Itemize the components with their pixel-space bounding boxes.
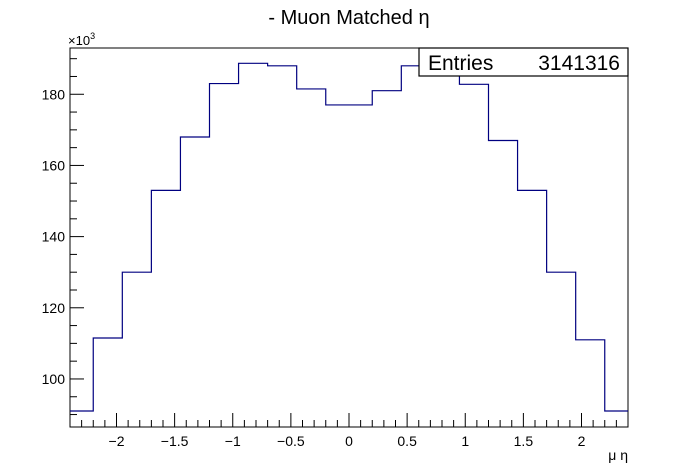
chart-title: - Muon Matched η bbox=[268, 7, 429, 29]
x-tick-label: 1.5 bbox=[514, 433, 534, 449]
x-tick-label: −1.5 bbox=[161, 433, 189, 449]
x-axis: −2 −1.5 −1 −0.5 0 0.5 1 1.5 2 bbox=[69, 413, 629, 449]
x-tick-label: 2 bbox=[578, 433, 586, 449]
y-axis-multiplier-base: ×10 bbox=[68, 33, 90, 48]
x-tick-label: 1 bbox=[461, 433, 469, 449]
y-axis: 100 120 140 160 180 bbox=[42, 58, 84, 416]
histogram-outline bbox=[70, 61, 628, 412]
y-tick-label: 160 bbox=[42, 157, 66, 173]
stats-box: Entries 3141316 bbox=[418, 47, 629, 77]
x-tick-label: −0.5 bbox=[277, 433, 305, 449]
y-axis-multiplier: ×103 bbox=[68, 31, 95, 48]
x-tick-label: 0 bbox=[345, 433, 353, 449]
y-tick-label: 180 bbox=[42, 86, 66, 102]
histogram-bars bbox=[70, 61, 628, 412]
y-tick-label: 100 bbox=[42, 371, 66, 387]
y-tick-label: 120 bbox=[42, 300, 66, 316]
y-axis-multiplier-exponent: 3 bbox=[90, 31, 95, 41]
x-tick-label: −2 bbox=[109, 433, 125, 449]
stats-entries-label: Entries bbox=[428, 52, 493, 75]
x-tick-label: −1 bbox=[225, 433, 241, 449]
stats-entries-value: 3141316 bbox=[538, 52, 620, 75]
x-tick-label: 0.5 bbox=[397, 433, 417, 449]
y-tick-label: 140 bbox=[42, 229, 66, 245]
x-axis-label: μ η bbox=[608, 447, 628, 463]
